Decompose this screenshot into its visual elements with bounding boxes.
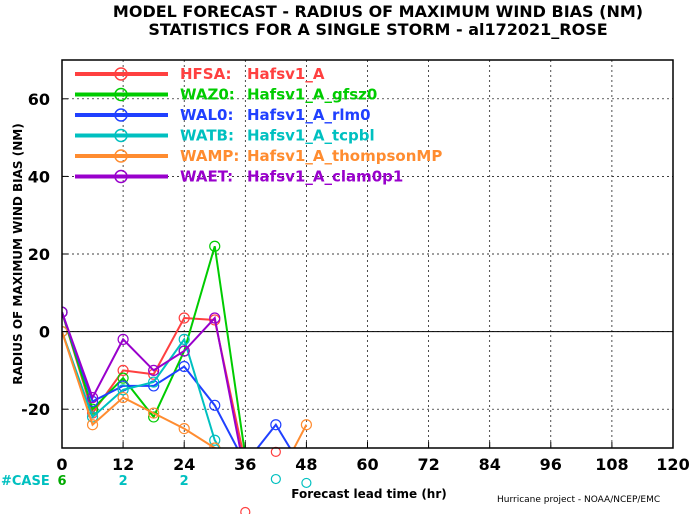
series-point [117, 333, 129, 345]
series-point [62, 306, 68, 318]
x-tick-label: 60 [356, 455, 378, 474]
legend-model-id: WAZ0: [180, 86, 235, 104]
legend-swatch-marker [114, 128, 128, 143]
series-point [209, 442, 221, 448]
series-point [148, 376, 160, 388]
legend-model-id: WAET: [180, 168, 233, 186]
series-point [270, 419, 282, 431]
case-count: 2 [180, 474, 189, 489]
legend-model-desc: Hafsv1_A [247, 65, 325, 83]
case-count: 6 [57, 474, 66, 489]
series-point [117, 364, 129, 376]
chart-subtitle: STATISTICS FOR A SINGLE STORM - al172021… [148, 20, 607, 39]
series-point [117, 372, 129, 384]
y-tick-label: 60 [28, 90, 50, 109]
series-point [178, 360, 190, 373]
x-tick-label: 48 [295, 455, 317, 474]
series-point [209, 399, 221, 411]
credit-text: Hurricane project - NOAA/NCEP/EMC [497, 495, 660, 505]
legend-swatch-marker [114, 87, 128, 102]
chart-title: MODEL FORECAST - RADIUS OF MAXIMUM WIND … [113, 2, 643, 21]
outlier-point [240, 506, 251, 514]
x-tick-label: 84 [479, 455, 501, 474]
x-tick-label: 0 [56, 455, 67, 474]
outlier-point [301, 477, 312, 489]
series-lines [62, 240, 312, 492]
case-label: #CASE [1, 474, 50, 489]
legend-model-desc: Hafsv1_A_rlm0 [247, 106, 371, 124]
series-point [117, 391, 129, 404]
series-point [178, 345, 190, 357]
legend-model-desc: Hafsv1_A_gfsz0 [247, 86, 377, 104]
x-axis-label: Forecast lead time (hr) [291, 487, 447, 501]
case-count: 2 [119, 474, 128, 489]
x-tick-labels: 0 12 24 36 48 60 72 84 96 108 120 [56, 442, 690, 474]
series-point [209, 434, 221, 446]
legend-model-desc: Hafsv1_A_tcpbl [247, 127, 375, 145]
series-line-4 [62, 331, 222, 448]
series-line-5 [62, 331, 308, 448]
x-tick-label: 120 [656, 455, 689, 474]
legend-model-id: WAMP: [180, 147, 239, 165]
series-point [300, 419, 312, 431]
y-axis-label: RADIUS OF MAXIMUM WIND BIAS (NM) [11, 123, 25, 384]
x-tick-label: 96 [540, 455, 562, 474]
y-tick-label: 20 [28, 245, 50, 264]
case-counts: #CASE 6 2 2 [1, 474, 189, 489]
legend-model-desc: Hafsv1_A_thompsonMP [247, 147, 442, 165]
y-tick-labels: -20 0 20 40 60 [21, 90, 68, 419]
series-point [209, 240, 221, 252]
x-tick-label: 12 [112, 455, 134, 474]
series-point [86, 391, 99, 404]
outlier-point [270, 473, 281, 485]
y-tick-label: 40 [28, 167, 50, 186]
series-point [148, 364, 160, 376]
x-tick-label: 108 [595, 455, 628, 474]
legend-swatch-marker [114, 169, 128, 184]
series-point [178, 333, 190, 345]
series-line-1 [62, 311, 244, 448]
series-point [86, 419, 99, 431]
series-point [148, 407, 160, 419]
series-line-2 [62, 245, 246, 448]
legend-swatch-marker [114, 108, 128, 122]
y-tick-label: -20 [21, 400, 50, 419]
legend-model-id: WAL0: [180, 106, 233, 124]
y-tick-label: 0 [39, 323, 50, 342]
series-point [271, 478, 281, 488]
series-point [178, 312, 190, 324]
series-point [209, 312, 221, 324]
legend-swatch-marker [114, 149, 128, 163]
legend-swatch-marker [114, 67, 128, 81]
legend-model-desc: Hafsv1_A_clam0p1 [247, 168, 403, 186]
legend-model-id: WATB: [180, 127, 234, 145]
series-point [240, 482, 250, 492]
series-point [117, 384, 129, 396]
x-tick-label: 24 [173, 455, 195, 474]
series-line-6 [62, 311, 242, 448]
legend: HFSA: Hafsv1_A WAZ0: Hafsv1_A_gfsz0 WAL0: Haf… [75, 65, 442, 186]
series-point [178, 423, 190, 435]
legend-model-id: HFSA: [180, 65, 232, 83]
series-line-3 [62, 311, 292, 448]
x-tick-label: 72 [417, 455, 439, 474]
x-tick-label: 36 [234, 455, 256, 474]
